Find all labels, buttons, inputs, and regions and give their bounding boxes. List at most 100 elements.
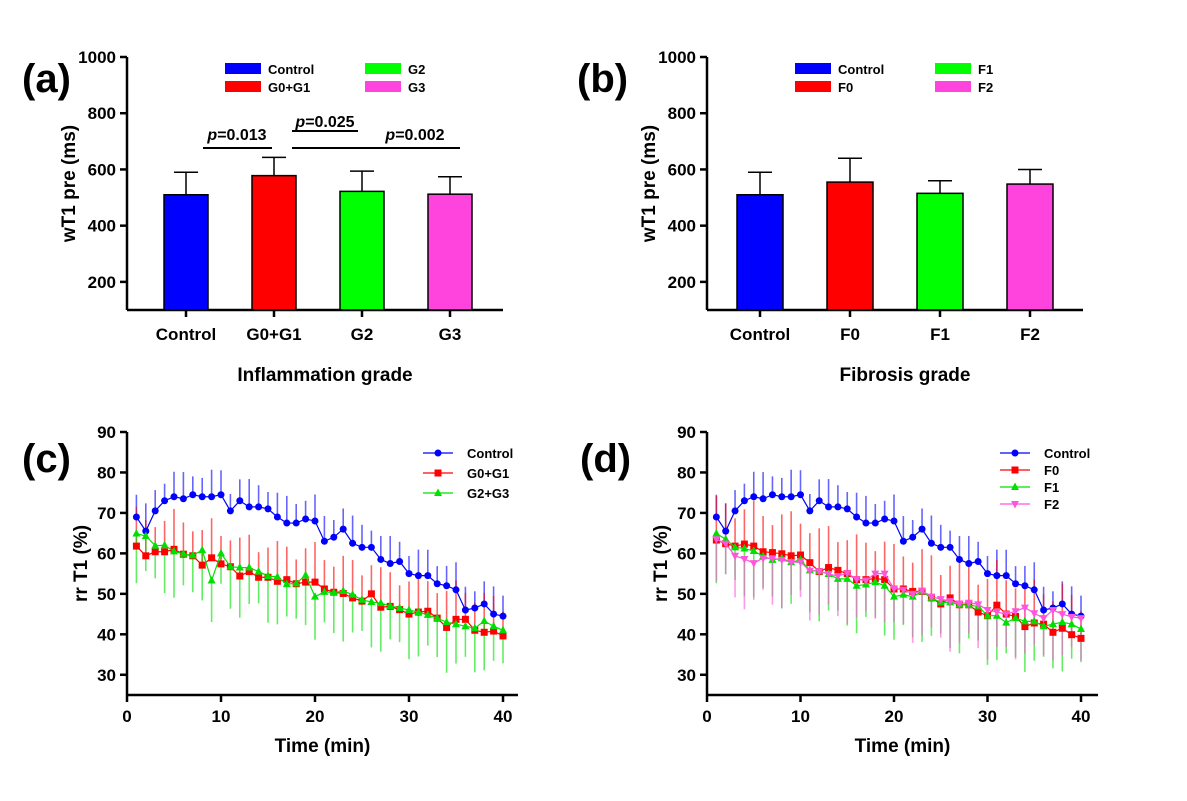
data-point bbox=[871, 577, 880, 586]
y-tick-label: 400 bbox=[668, 217, 696, 236]
legend-label: Control bbox=[1044, 446, 1090, 461]
data-point bbox=[843, 505, 851, 513]
data-point bbox=[490, 610, 498, 618]
data-point bbox=[787, 559, 796, 567]
p-value-label: p=0.025 bbox=[294, 114, 354, 131]
error-bars-g2-g3 bbox=[135, 533, 504, 673]
data-point bbox=[1058, 611, 1067, 619]
y-tick-label: 50 bbox=[97, 585, 116, 604]
data-point bbox=[936, 596, 945, 604]
data-point bbox=[1077, 634, 1085, 642]
data-point bbox=[946, 598, 955, 606]
x-tick-label: 0 bbox=[122, 707, 131, 726]
y-tick-label: 800 bbox=[668, 104, 696, 123]
data-point bbox=[1021, 582, 1029, 590]
data-point bbox=[927, 539, 935, 547]
y-tick-label: 50 bbox=[677, 585, 696, 604]
series-control bbox=[132, 491, 507, 620]
data-point bbox=[937, 543, 945, 551]
x-tick-label: 20 bbox=[885, 707, 904, 726]
series-line bbox=[136, 532, 504, 631]
data-point bbox=[993, 601, 1001, 609]
bar-g2 bbox=[339, 190, 385, 311]
y-tick-label: 60 bbox=[677, 544, 696, 563]
p-value: =0.002 bbox=[395, 127, 444, 144]
y-tick-label: 70 bbox=[677, 504, 696, 523]
data-point bbox=[1040, 606, 1048, 614]
data-point bbox=[264, 505, 272, 513]
data-point bbox=[461, 606, 469, 614]
data-point bbox=[1039, 621, 1048, 630]
data-point bbox=[348, 590, 357, 598]
legend-marker bbox=[1011, 466, 1019, 474]
data-point bbox=[1058, 624, 1066, 632]
data-point bbox=[834, 503, 842, 511]
data-point bbox=[452, 586, 460, 594]
data-point bbox=[974, 608, 982, 616]
data-point bbox=[433, 580, 441, 588]
data-point bbox=[899, 537, 907, 545]
data-point bbox=[283, 519, 291, 527]
data-point bbox=[787, 493, 795, 501]
legend-label: F0 bbox=[1044, 463, 1059, 478]
data-point bbox=[151, 507, 159, 515]
data-point bbox=[329, 588, 338, 596]
data-point bbox=[1077, 624, 1085, 633]
data-point bbox=[955, 555, 963, 563]
data-point bbox=[395, 603, 404, 612]
data-point bbox=[198, 493, 206, 501]
data-point bbox=[207, 575, 216, 584]
data-point bbox=[170, 493, 178, 501]
y-tick-label: 80 bbox=[677, 463, 696, 482]
bar-g0-g1 bbox=[251, 174, 297, 311]
data-point bbox=[226, 562, 235, 570]
data-point bbox=[376, 598, 385, 607]
data-point bbox=[273, 572, 282, 580]
data-point bbox=[1077, 615, 1085, 623]
y-axis-title: wT1 pre (ms) bbox=[59, 125, 80, 243]
data-point bbox=[396, 557, 404, 565]
panel-a: (a) 200 400 600 800 1000 Inflammation grade wT1… bbox=[22, 48, 503, 386]
data-point bbox=[750, 542, 758, 550]
data-point bbox=[797, 551, 804, 559]
legend-label: F2 bbox=[978, 80, 993, 95]
y-tick-label: 70 bbox=[97, 504, 116, 523]
data-point bbox=[461, 615, 469, 623]
data-point bbox=[722, 527, 730, 535]
data-point bbox=[1068, 631, 1076, 639]
data-point bbox=[731, 542, 740, 551]
data-point bbox=[433, 613, 442, 622]
data-point bbox=[301, 570, 310, 579]
data-point bbox=[965, 560, 973, 567]
data-point bbox=[871, 570, 880, 579]
data-point bbox=[712, 536, 721, 544]
data-point bbox=[1039, 615, 1048, 623]
legend-label: F1 bbox=[978, 62, 993, 77]
bar-f2 bbox=[1006, 183, 1054, 311]
data-point bbox=[927, 593, 936, 602]
data-point bbox=[367, 597, 376, 605]
data-point bbox=[1011, 608, 1020, 616]
data-point bbox=[443, 582, 451, 590]
data-point bbox=[236, 497, 244, 505]
data-point bbox=[1011, 613, 1020, 622]
data-point bbox=[899, 586, 908, 595]
x-tick-label: 40 bbox=[494, 707, 513, 726]
x-tick-label: Control bbox=[730, 325, 790, 344]
data-point bbox=[282, 579, 291, 588]
data-point bbox=[918, 587, 927, 596]
data-point bbox=[778, 493, 786, 501]
data-point bbox=[198, 561, 206, 569]
series-g0-g1 bbox=[132, 542, 507, 640]
data-point bbox=[377, 555, 385, 563]
legend-label: Control bbox=[838, 62, 884, 77]
data-point bbox=[852, 576, 861, 584]
legend-label: G3 bbox=[408, 80, 425, 95]
legend-label: G0+G1 bbox=[268, 80, 310, 95]
data-point bbox=[452, 619, 460, 628]
x-tick-label: 30 bbox=[400, 707, 419, 726]
data-point bbox=[141, 531, 150, 539]
data-point bbox=[946, 543, 954, 551]
data-point bbox=[1020, 616, 1029, 625]
p-value-label: p=0.013 bbox=[206, 127, 266, 144]
